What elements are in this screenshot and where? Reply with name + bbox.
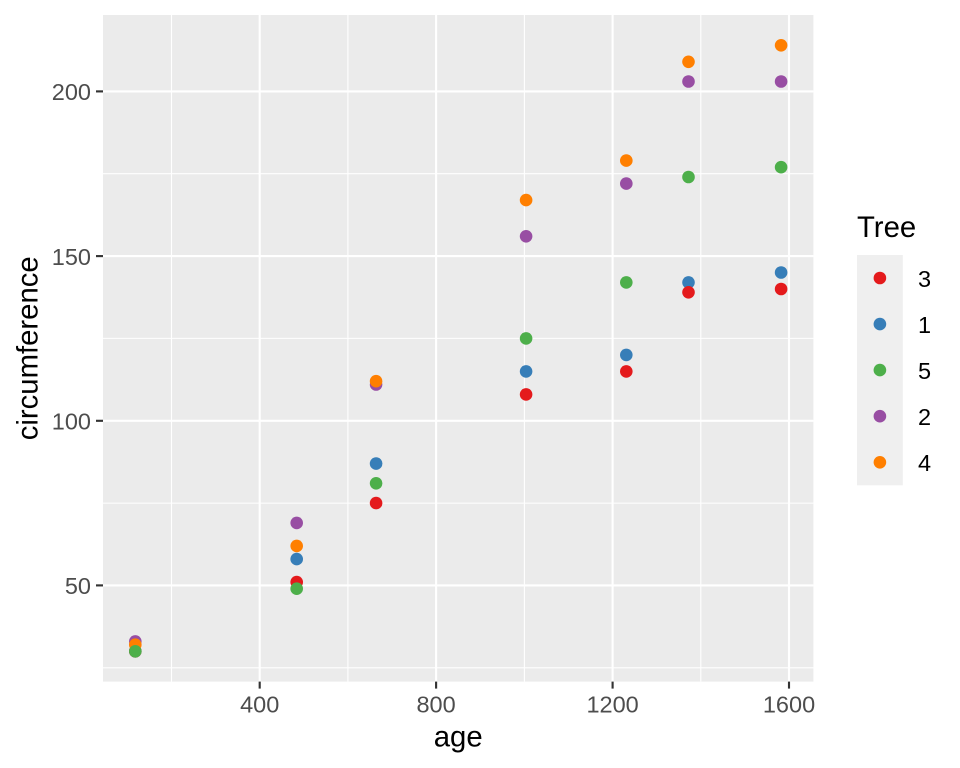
- svg-text:5: 5: [918, 358, 931, 384]
- svg-text:150: 150: [52, 244, 91, 270]
- svg-text:1: 1: [918, 312, 931, 338]
- svg-text:age: age: [434, 720, 483, 753]
- svg-text:400: 400: [240, 692, 279, 718]
- svg-text:50: 50: [65, 573, 91, 599]
- svg-text:1200: 1200: [586, 692, 638, 718]
- svg-text:100: 100: [52, 409, 91, 435]
- svg-text:2: 2: [918, 404, 931, 430]
- svg-text:Tree: Tree: [857, 211, 916, 244]
- svg-text:3: 3: [918, 266, 931, 292]
- svg-text:800: 800: [416, 692, 455, 718]
- svg-text:1600: 1600: [763, 692, 815, 718]
- svg-text:circumference: circumference: [11, 256, 44, 440]
- svg-text:200: 200: [52, 79, 91, 105]
- svg-text:4: 4: [918, 450, 931, 476]
